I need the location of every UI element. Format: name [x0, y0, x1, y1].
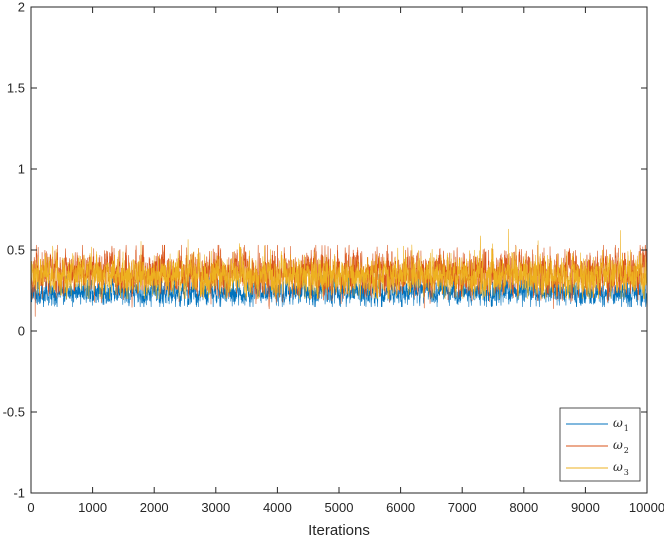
x-axis-ticks: 0 1000 2000 3000 4000 5000 6000 7000 8000 9000 100…: [27, 7, 664, 515]
x-tick-label: 9000: [571, 500, 600, 515]
series-line-omega-2: [30, 244, 648, 332]
series-group: [30, 168, 648, 332]
x-tick-label: 2000: [140, 500, 169, 515]
legend-box: [559, 407, 641, 482]
legend-label-subscript: 2: [624, 446, 629, 455]
x-tick-label: 8000: [509, 500, 538, 515]
y-tick-label: 0.5: [7, 243, 25, 258]
y-tick-label: 1.5: [7, 81, 25, 96]
x-tick-label: 4000: [263, 500, 292, 515]
y-tick-label: 2: [18, 0, 25, 15]
y-axis-ticks: -1 -0.5 0 0.5 1 1.5 2: [3, 0, 647, 501]
legend-label-subscript: 3: [624, 468, 629, 477]
x-tick-label: 7000: [448, 500, 477, 515]
x-tick-label: 6000: [386, 500, 415, 515]
legend-label-subscript: 1: [624, 424, 629, 433]
x-tick-label: 5000: [325, 500, 354, 515]
y-tick-label: -0.5: [3, 405, 25, 420]
series-line-omega-3: [30, 168, 648, 299]
x-axis-label: Iterations: [308, 522, 370, 539]
x-tick-label: 10000: [629, 500, 664, 515]
x-tick-label: 3000: [201, 500, 230, 515]
x-tick-label: 0: [27, 500, 34, 515]
y-tick-label: 0: [18, 324, 25, 339]
x-tick-label: 1000: [78, 500, 107, 515]
plot-area: [31, 7, 647, 493]
y-tick-label: 1: [18, 162, 25, 177]
y-tick-label: -1: [13, 486, 25, 501]
